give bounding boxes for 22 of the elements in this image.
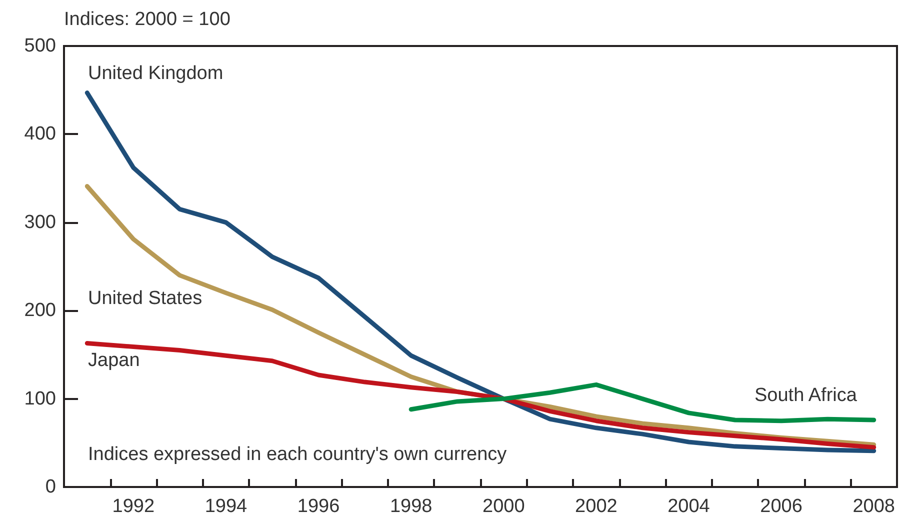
series-label: South Africa: [754, 385, 858, 406]
annotation: Indices expressed in each country's own currency: [88, 444, 508, 465]
x-tick-label: 2006: [760, 496, 802, 517]
x-tick-label: 1994: [204, 496, 248, 517]
x-tick-label: 1998: [390, 496, 432, 517]
y-tick-label: 300: [24, 212, 56, 233]
series-label: United States: [88, 288, 202, 309]
y-tick-label: 100: [24, 388, 56, 410]
y-tick-label: 0: [45, 476, 56, 498]
x-tick-label: 2002: [575, 496, 618, 517]
x-tick-label: 2000: [482, 496, 525, 517]
series-label: United Kingdom: [88, 63, 224, 84]
x-tick-label: 2008: [852, 496, 895, 517]
line-series: [408, 382, 876, 424]
series-label: Japan: [88, 350, 140, 371]
y-tick-label: 200: [24, 300, 56, 322]
x-tick-label: 1992: [112, 496, 155, 517]
y-axis-title: Indices: 2000 = 100: [64, 9, 230, 30]
y-tick-label: 500: [24, 36, 56, 56]
y-tick-label: 400: [24, 124, 56, 145]
x-tick-label: 1996: [297, 496, 340, 517]
x-tick-label: 2004: [668, 496, 710, 517]
